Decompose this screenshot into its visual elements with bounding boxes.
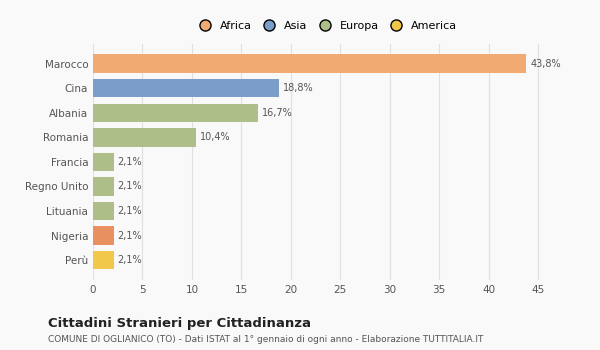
Text: 2,1%: 2,1%: [118, 231, 142, 240]
Bar: [93, 128, 196, 147]
Bar: [93, 104, 258, 122]
Text: COMUNE DI OGLIANICO (TO) - Dati ISTAT al 1° gennaio di ogni anno - Elaborazione : COMUNE DI OGLIANICO (TO) - Dati ISTAT al…: [48, 335, 484, 344]
Text: 10,4%: 10,4%: [200, 132, 230, 142]
Bar: [93, 153, 114, 171]
Legend: Africa, Asia, Europa, America: Africa, Asia, Europa, America: [190, 16, 461, 35]
Text: 2,1%: 2,1%: [118, 181, 142, 191]
Text: 2,1%: 2,1%: [118, 206, 142, 216]
Bar: [93, 251, 114, 269]
Text: 2,1%: 2,1%: [118, 157, 142, 167]
Text: 16,7%: 16,7%: [262, 108, 293, 118]
Bar: [93, 202, 114, 220]
Bar: [93, 177, 114, 196]
Bar: [93, 226, 114, 245]
Text: 43,8%: 43,8%: [530, 59, 561, 69]
Text: Cittadini Stranieri per Cittadinanza: Cittadini Stranieri per Cittadinanza: [48, 317, 311, 330]
Text: 2,1%: 2,1%: [118, 255, 142, 265]
Bar: [93, 79, 279, 97]
Bar: [93, 55, 526, 73]
Text: 18,8%: 18,8%: [283, 83, 314, 93]
